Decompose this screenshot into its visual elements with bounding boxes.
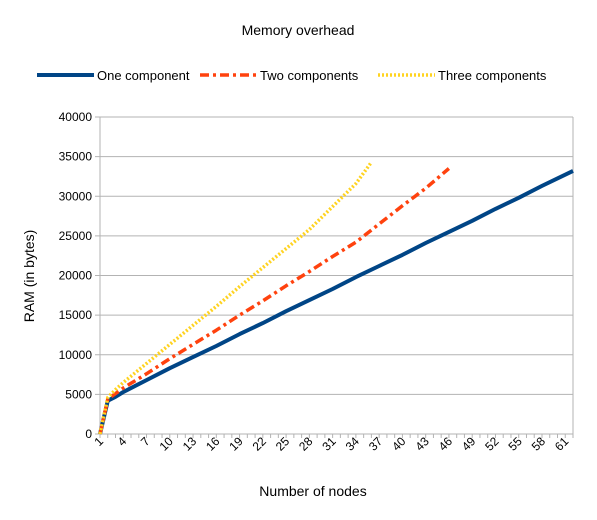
y-tick-label: 20000	[59, 269, 93, 283]
y-axis-title: RAM (in bytes)	[21, 230, 37, 323]
chart-title: Memory overhead	[242, 22, 355, 38]
y-tick-label: 30000	[59, 189, 93, 203]
y-tick-label: 10000	[59, 348, 93, 362]
x-axis-title: Number of nodes	[259, 483, 366, 499]
legend-label-3: Three components	[438, 68, 547, 83]
y-tick-label: 0	[85, 427, 92, 441]
series-line-1	[98, 169, 574, 435]
y-axis-ticks: 0 5000 10000 15000 20000 25000 30000 35000 40000	[59, 110, 100, 441]
series-line-2	[98, 167, 451, 435]
grid	[99, 116, 574, 435]
y-tick-label: 15000	[59, 308, 93, 322]
y-tick-label: 35000	[59, 150, 93, 164]
y-tick-label: 5000	[65, 387, 92, 401]
series-layer	[98, 161, 574, 435]
series-line-3	[98, 161, 373, 435]
legend: One component Two components Three compone…	[37, 68, 547, 83]
legend-label-2: Two components	[260, 68, 359, 83]
y-tick-label: 40000	[59, 110, 93, 124]
y-tick-label: 25000	[59, 229, 93, 243]
legend-label-1: One component	[97, 68, 190, 83]
